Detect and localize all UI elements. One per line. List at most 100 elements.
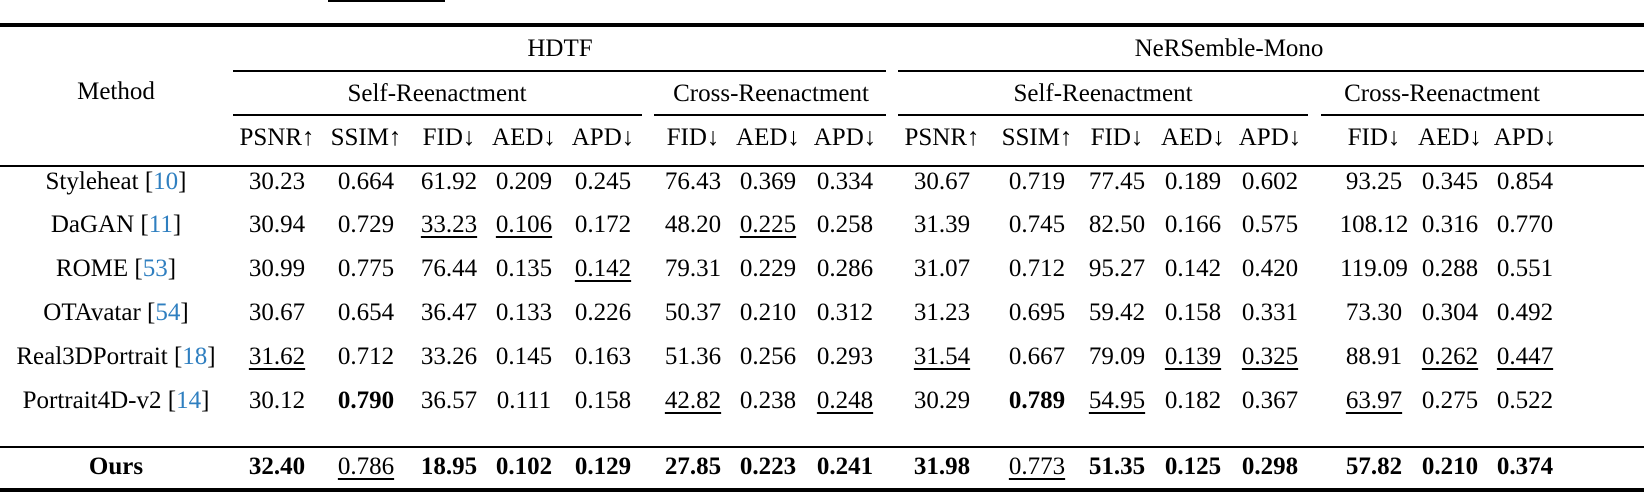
value-cell: 0.189 xyxy=(1164,168,1222,195)
subgroup-header-hdtf-self: Self-Reenactment xyxy=(347,80,527,107)
metric-header: AED↓ xyxy=(492,124,556,151)
metric-header: AED↓ xyxy=(1418,124,1482,151)
value-cell: 36.57 xyxy=(420,387,478,414)
value-cell: 42.82 xyxy=(664,387,722,414)
citation-link[interactable]: 54 xyxy=(155,299,181,326)
value-cell: 0.786 xyxy=(337,453,395,480)
value-cell: 119.09 xyxy=(1340,255,1408,282)
value-cell: 18.95 xyxy=(420,453,478,480)
value-cell: 0.125 xyxy=(1164,453,1222,480)
value-cell: 0.182 xyxy=(1164,387,1222,414)
value-cell: 0.258 xyxy=(816,211,874,238)
value-cell: 32.40 xyxy=(248,453,306,480)
value-cell: 0.316 xyxy=(1421,211,1479,238)
value-cell: 0.331 xyxy=(1241,299,1299,326)
value-cell: 51.36 xyxy=(664,343,722,370)
value-cell: 79.31 xyxy=(664,255,722,282)
subgroup-rule-hdtf-self xyxy=(233,114,642,116)
metric-header: PSNR↑ xyxy=(904,124,980,151)
metric-header: FID↓ xyxy=(666,124,720,151)
value-cell: 0.745 xyxy=(1008,211,1066,238)
value-cell: 93.25 xyxy=(1345,168,1403,195)
value-cell: 0.158 xyxy=(1164,299,1222,326)
value-cell: 48.20 xyxy=(664,211,722,238)
value-cell: 0.111 xyxy=(496,387,552,414)
value-cell: 0.129 xyxy=(574,453,632,480)
method-cell: Portrait4D-v2 [14] xyxy=(22,387,210,414)
value-cell: 0.789 xyxy=(1008,387,1066,414)
value-cell: 0.226 xyxy=(574,299,632,326)
method-header: Method xyxy=(77,78,155,105)
value-cell: 79.09 xyxy=(1088,343,1146,370)
value-cell: 108.12 xyxy=(1339,211,1409,238)
value-cell: 0.102 xyxy=(495,453,553,480)
value-cell: 0.106 xyxy=(495,211,553,238)
value-cell: 0.551 xyxy=(1496,255,1554,282)
citation-link[interactable]: 11 xyxy=(148,211,173,238)
header-bottom-rule xyxy=(0,165,1644,167)
value-cell: 0.210 xyxy=(1421,453,1479,480)
value-cell: 0.447 xyxy=(1496,343,1554,370)
value-cell: 30.23 xyxy=(248,168,306,195)
value-cell: 51.35 xyxy=(1088,453,1146,480)
value-cell: 0.775 xyxy=(337,255,395,282)
value-cell: 0.522 xyxy=(1496,387,1554,414)
value-cell: 0.345 xyxy=(1421,168,1479,195)
ours-separator-rule xyxy=(0,446,1644,448)
subgroup-header-nersemble-self: Self-Reenactment xyxy=(1013,80,1193,107)
value-cell: 31.23 xyxy=(913,299,971,326)
metric-header: APD↓ xyxy=(1493,124,1557,151)
value-cell: 0.770 xyxy=(1496,211,1554,238)
method-cell: Ours xyxy=(89,453,143,481)
value-cell: 30.94 xyxy=(248,211,306,238)
method-cell: Styleheat [10] xyxy=(45,168,187,195)
citation-link[interactable]: 10 xyxy=(153,168,179,195)
value-cell: 95.27 xyxy=(1088,255,1146,282)
value-cell: 0.374 xyxy=(1496,453,1554,480)
value-cell: 0.288 xyxy=(1421,255,1479,282)
value-cell: 27.85 xyxy=(664,453,722,480)
value-cell: 0.773 xyxy=(1008,453,1066,480)
method-name: Ours xyxy=(88,453,144,480)
value-cell: 76.43 xyxy=(664,168,722,195)
value-cell: 0.139 xyxy=(1164,343,1222,370)
subgroup-header-hdtf-cross: Cross-Reenactment xyxy=(673,80,869,107)
group-header-hdtf: HDTF xyxy=(527,35,593,62)
subgroup-rule-nersemble-cross xyxy=(1321,114,1644,116)
value-cell: 30.29 xyxy=(913,387,971,414)
value-cell: 59.42 xyxy=(1088,299,1146,326)
citation-link[interactable]: 53 xyxy=(142,255,168,282)
value-cell: 0.163 xyxy=(574,343,632,370)
metric-header: APD↓ xyxy=(813,124,877,151)
value-cell: 0.275 xyxy=(1421,387,1479,414)
value-cell: 0.664 xyxy=(337,168,395,195)
value-cell: 0.492 xyxy=(1496,299,1554,326)
citation-link[interactable]: 18 xyxy=(182,343,208,370)
value-cell: 0.210 xyxy=(739,299,797,326)
value-cell: 61.92 xyxy=(420,168,478,195)
value-cell: 0.575 xyxy=(1241,211,1299,238)
method-name: OTAvatar xyxy=(43,299,141,326)
value-cell: 31.54 xyxy=(913,343,971,370)
value-cell: 0.142 xyxy=(1164,255,1222,282)
value-cell: 30.67 xyxy=(913,168,971,195)
table-bottom-rule xyxy=(0,488,1644,492)
value-cell: 0.667 xyxy=(1008,343,1066,370)
value-cell: 31.07 xyxy=(913,255,971,282)
value-cell: 50.37 xyxy=(664,299,722,326)
value-cell: 0.712 xyxy=(337,343,395,370)
method-cell: ROME [53] xyxy=(55,255,177,282)
value-cell: 0.712 xyxy=(1008,255,1066,282)
value-cell: 0.654 xyxy=(337,299,395,326)
metric-header: APD↓ xyxy=(1238,124,1302,151)
value-cell: 76.44 xyxy=(420,255,478,282)
value-cell: 0.293 xyxy=(816,343,874,370)
citation-link[interactable]: 14 xyxy=(176,387,202,414)
value-cell: 0.854 xyxy=(1496,168,1554,195)
metric-header: FID↓ xyxy=(1347,124,1401,151)
value-cell: 0.158 xyxy=(574,387,632,414)
top-partial-rule xyxy=(328,0,445,2)
subgroup-rule-hdtf-cross xyxy=(654,114,886,116)
value-cell: 0.367 xyxy=(1241,387,1299,414)
value-cell: 0.602 xyxy=(1241,168,1299,195)
